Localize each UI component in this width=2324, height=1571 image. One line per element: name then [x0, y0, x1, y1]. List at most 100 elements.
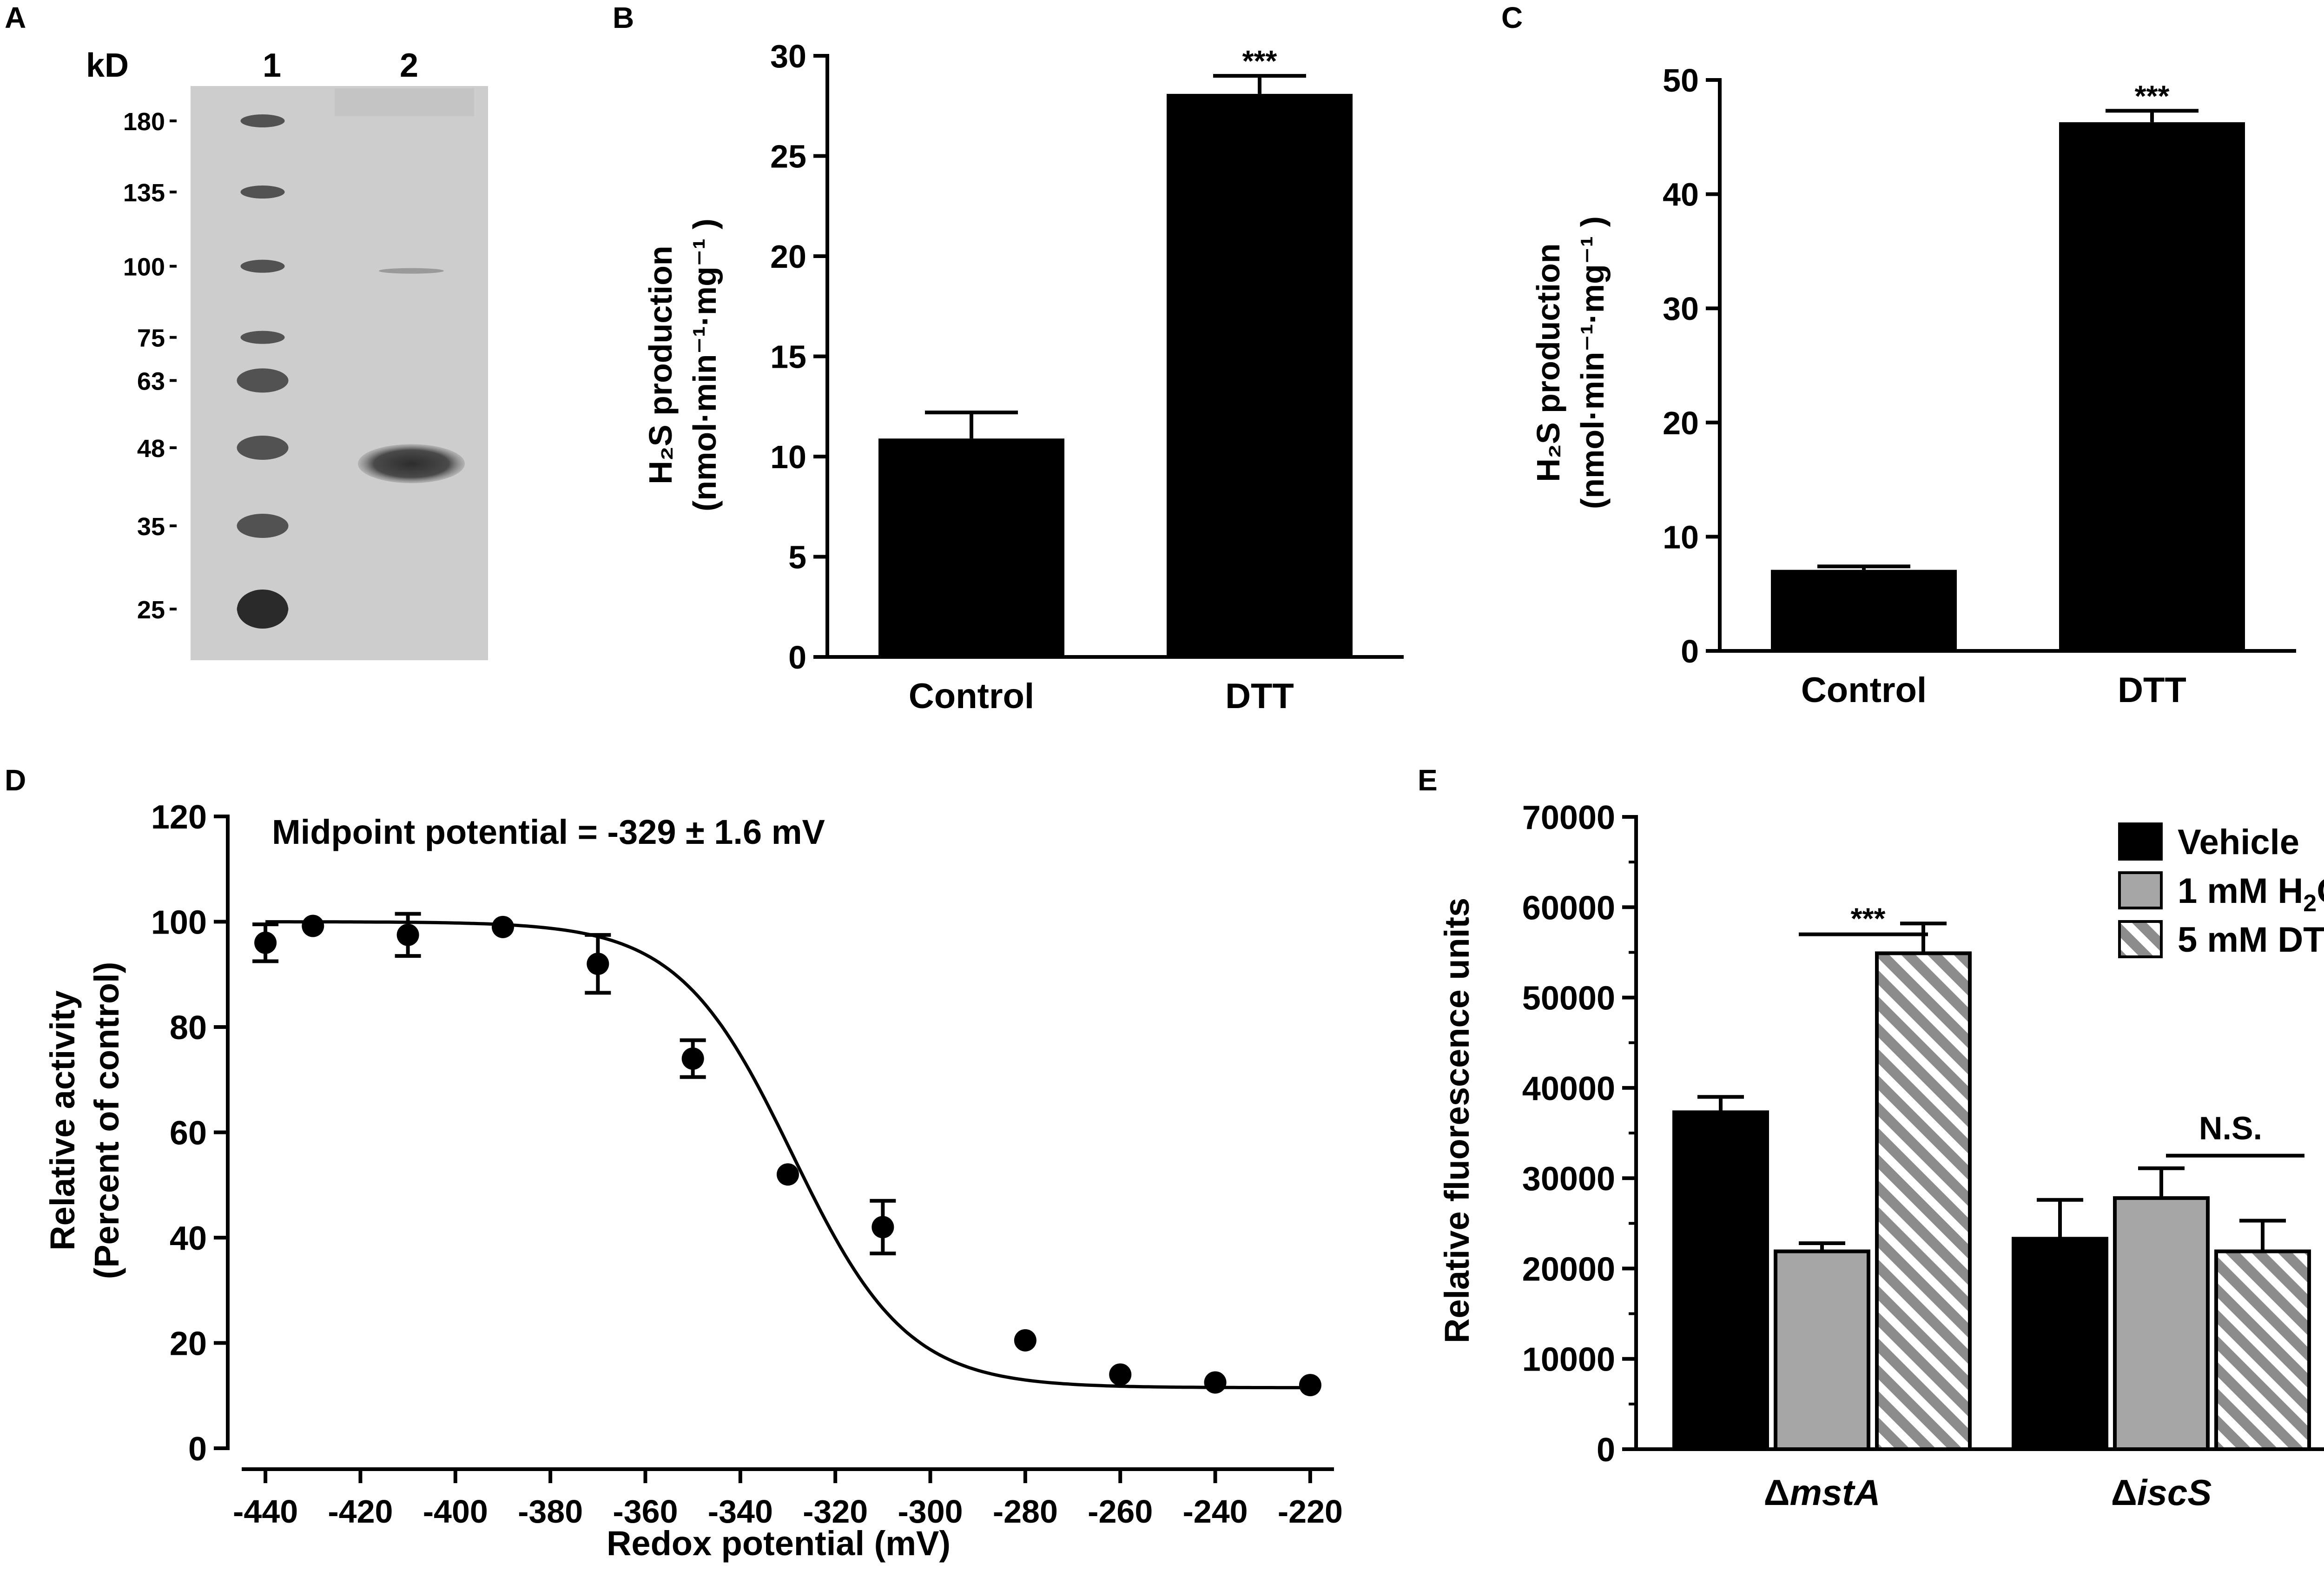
y-tick-label-e-10000: 10000 — [1522, 1341, 1615, 1379]
y-tick-label-e-20000: 20000 — [1522, 1251, 1615, 1288]
bar-e-iscS-2 — [2214, 1249, 2311, 1452]
ladder-band-180 — [240, 114, 285, 127]
ladder-band-75 — [240, 331, 285, 344]
data-point-d-9 — [1109, 1363, 1132, 1386]
legend-swatch-e-2 — [2118, 920, 2163, 958]
data-point-d-4 — [587, 953, 609, 975]
ladder-band-48 — [237, 436, 289, 460]
y-tick-label-e-30000: 30000 — [1522, 1160, 1615, 1198]
legend-label-e-1: 1 mM H2O2 — [2178, 871, 2324, 917]
legend-text-part: 2 — [2303, 890, 2317, 917]
y-tick-label-d-100: 100 — [151, 904, 207, 941]
y-tick-label-d-20: 20 — [170, 1326, 207, 1363]
x-tick-label-d--360: -360 — [613, 1493, 678, 1530]
bar-e-mstA-1 — [1774, 1249, 1870, 1452]
y-axis-title-c: H₂S production (nmol·min⁻¹·mg⁻¹ ) — [1530, 216, 1611, 509]
legend-label-e-2: 5 mM DTT — [2178, 920, 2324, 960]
legend-label-e-0: Vehicle — [2178, 822, 2299, 862]
x-tick-label-d--280: -280 — [993, 1493, 1058, 1530]
marker-label-135: 135 — [123, 179, 165, 207]
fit-curve-d — [265, 920, 1310, 1390]
legend-text-part: Vehicle — [2178, 822, 2299, 862]
x-tick-label-d--400: -400 — [423, 1493, 488, 1530]
legend-swatch-e-1 — [2118, 871, 2163, 909]
x-tick-label-b-1: DTT — [1225, 676, 1294, 716]
y-axis-label-b-line1: H₂S production — [642, 245, 679, 484]
bar-e-iscS-1 — [2113, 1196, 2210, 1451]
y-tick-label-e-70000: 70000 — [1522, 799, 1615, 836]
lane-label-1: 1 — [263, 47, 281, 84]
data-point-d-11 — [1299, 1374, 1321, 1397]
bar-e-iscS-0 — [2012, 1237, 2108, 1451]
y-axis-title-b: H₂S production (nmol·min⁻¹·mg⁻¹ ) — [642, 219, 723, 511]
panel-letter-e: E — [1418, 763, 1438, 797]
bar-b-dtt — [1167, 93, 1353, 657]
y-axis-label-d-line2: (Percent of control) — [87, 962, 126, 1279]
y-tick-label-e-50000: 50000 — [1522, 980, 1615, 1017]
x-tick-label-d--260: -260 — [1088, 1493, 1153, 1530]
y-tick-label-c-50: 50 — [1663, 62, 1699, 99]
gel-marks: 180 135 100 75 63 48 35 25 — [123, 108, 465, 629]
x-tick-label-c-0: Control — [1801, 670, 1927, 710]
panel-letter-c: C — [1501, 1, 1523, 34]
y-tick-label-d-40: 40 — [170, 1220, 207, 1257]
marker-label-25: 25 — [137, 596, 165, 624]
panel-a: A kD 1 2 180 135 100 75 63 48 35 25 — [5, 1, 488, 660]
x-tick-label-d--340: -340 — [708, 1493, 773, 1530]
y-tick-label-e-0: 0 — [1597, 1432, 1615, 1469]
data-point-d-0 — [254, 931, 277, 954]
y-tick-label-d-80: 80 — [170, 1009, 207, 1047]
marker-label-180: 180 — [123, 108, 165, 136]
y-axis-title-e: Relative fluorescence units — [1438, 898, 1476, 1343]
ladder-band-dense — [237, 590, 288, 629]
faint-band-lane2 — [379, 268, 444, 274]
y-tick-label-c-30: 30 — [1663, 291, 1699, 327]
y-tick-label-d-0: 0 — [188, 1431, 207, 1468]
panel-e: E Relative fluorescence units 0 10000 2000… — [1418, 763, 2324, 1513]
lane-label-2: 2 — [400, 47, 418, 84]
panel-letter-b: B — [613, 1, 634, 34]
y-tick-label-b-0: 0 — [788, 639, 806, 676]
bar-c-control — [1771, 570, 1957, 651]
x-tick-label-b-0: Control — [909, 676, 1034, 716]
y-tick-label-c-20: 20 — [1663, 405, 1699, 441]
data-point-d-6 — [777, 1163, 799, 1186]
ladder-band-63 — [237, 368, 289, 393]
ladder-band-135 — [240, 186, 285, 199]
data-point-d-1 — [302, 915, 324, 937]
x-tick-label-d--320: -320 — [803, 1493, 868, 1530]
y-tick-label-d-60: 60 — [170, 1115, 207, 1152]
y-tick-label-c-40: 40 — [1663, 177, 1699, 213]
data-point-d-8 — [1014, 1329, 1037, 1352]
significance-label-e-1: N.S. — [2199, 1110, 2262, 1147]
legend-swatch-e-0 — [2118, 822, 2163, 861]
chart-title-d: Midpoint potential = -329 ± 1.6 mV — [272, 813, 825, 851]
group-label-name: iscS — [2137, 1472, 2212, 1513]
data-point-d-3 — [491, 915, 514, 938]
x-tick-label-d--380: -380 — [518, 1493, 583, 1530]
panel-letter-a: A — [5, 1, 26, 34]
chart-b: 0 5 10 15 20 25 30 Control DTT *** — [770, 38, 1404, 716]
panel-letter-d: D — [5, 763, 26, 797]
group-label-e-mstA: ΔmstA — [1763, 1472, 1880, 1513]
legend-text-part: O — [2317, 871, 2324, 911]
data-point-d-2 — [396, 923, 419, 946]
bar-e-mstA-2 — [1875, 951, 1972, 1451]
bar-b-control — [878, 438, 1064, 657]
y-tick-label-d-120: 120 — [151, 799, 207, 836]
data-point-d-5 — [681, 1047, 704, 1070]
y-tick-label-b-20: 20 — [770, 239, 806, 275]
panel-b: B H₂S production (nmol·min⁻¹·mg⁻¹ ) 0 5 10… — [613, 1, 1404, 716]
data-point-d-7 — [872, 1216, 894, 1239]
panel-c: C H₂S production (nmol·min⁻¹·mg⁻¹ ) 0 10 2… — [1501, 1, 2296, 710]
ladder-band-35 — [237, 514, 289, 538]
bar-e-mstA-0 — [1672, 1110, 1769, 1451]
group-label-name: mstA — [1790, 1472, 1881, 1513]
protein-band-lane2 — [358, 444, 465, 484]
legend-text-part: 1 mM H — [2178, 871, 2303, 911]
y-tick-label-e-60000: 60000 — [1522, 889, 1615, 927]
marker-label-75: 75 — [137, 325, 165, 352]
x-tick-label-d--420: -420 — [328, 1493, 393, 1530]
